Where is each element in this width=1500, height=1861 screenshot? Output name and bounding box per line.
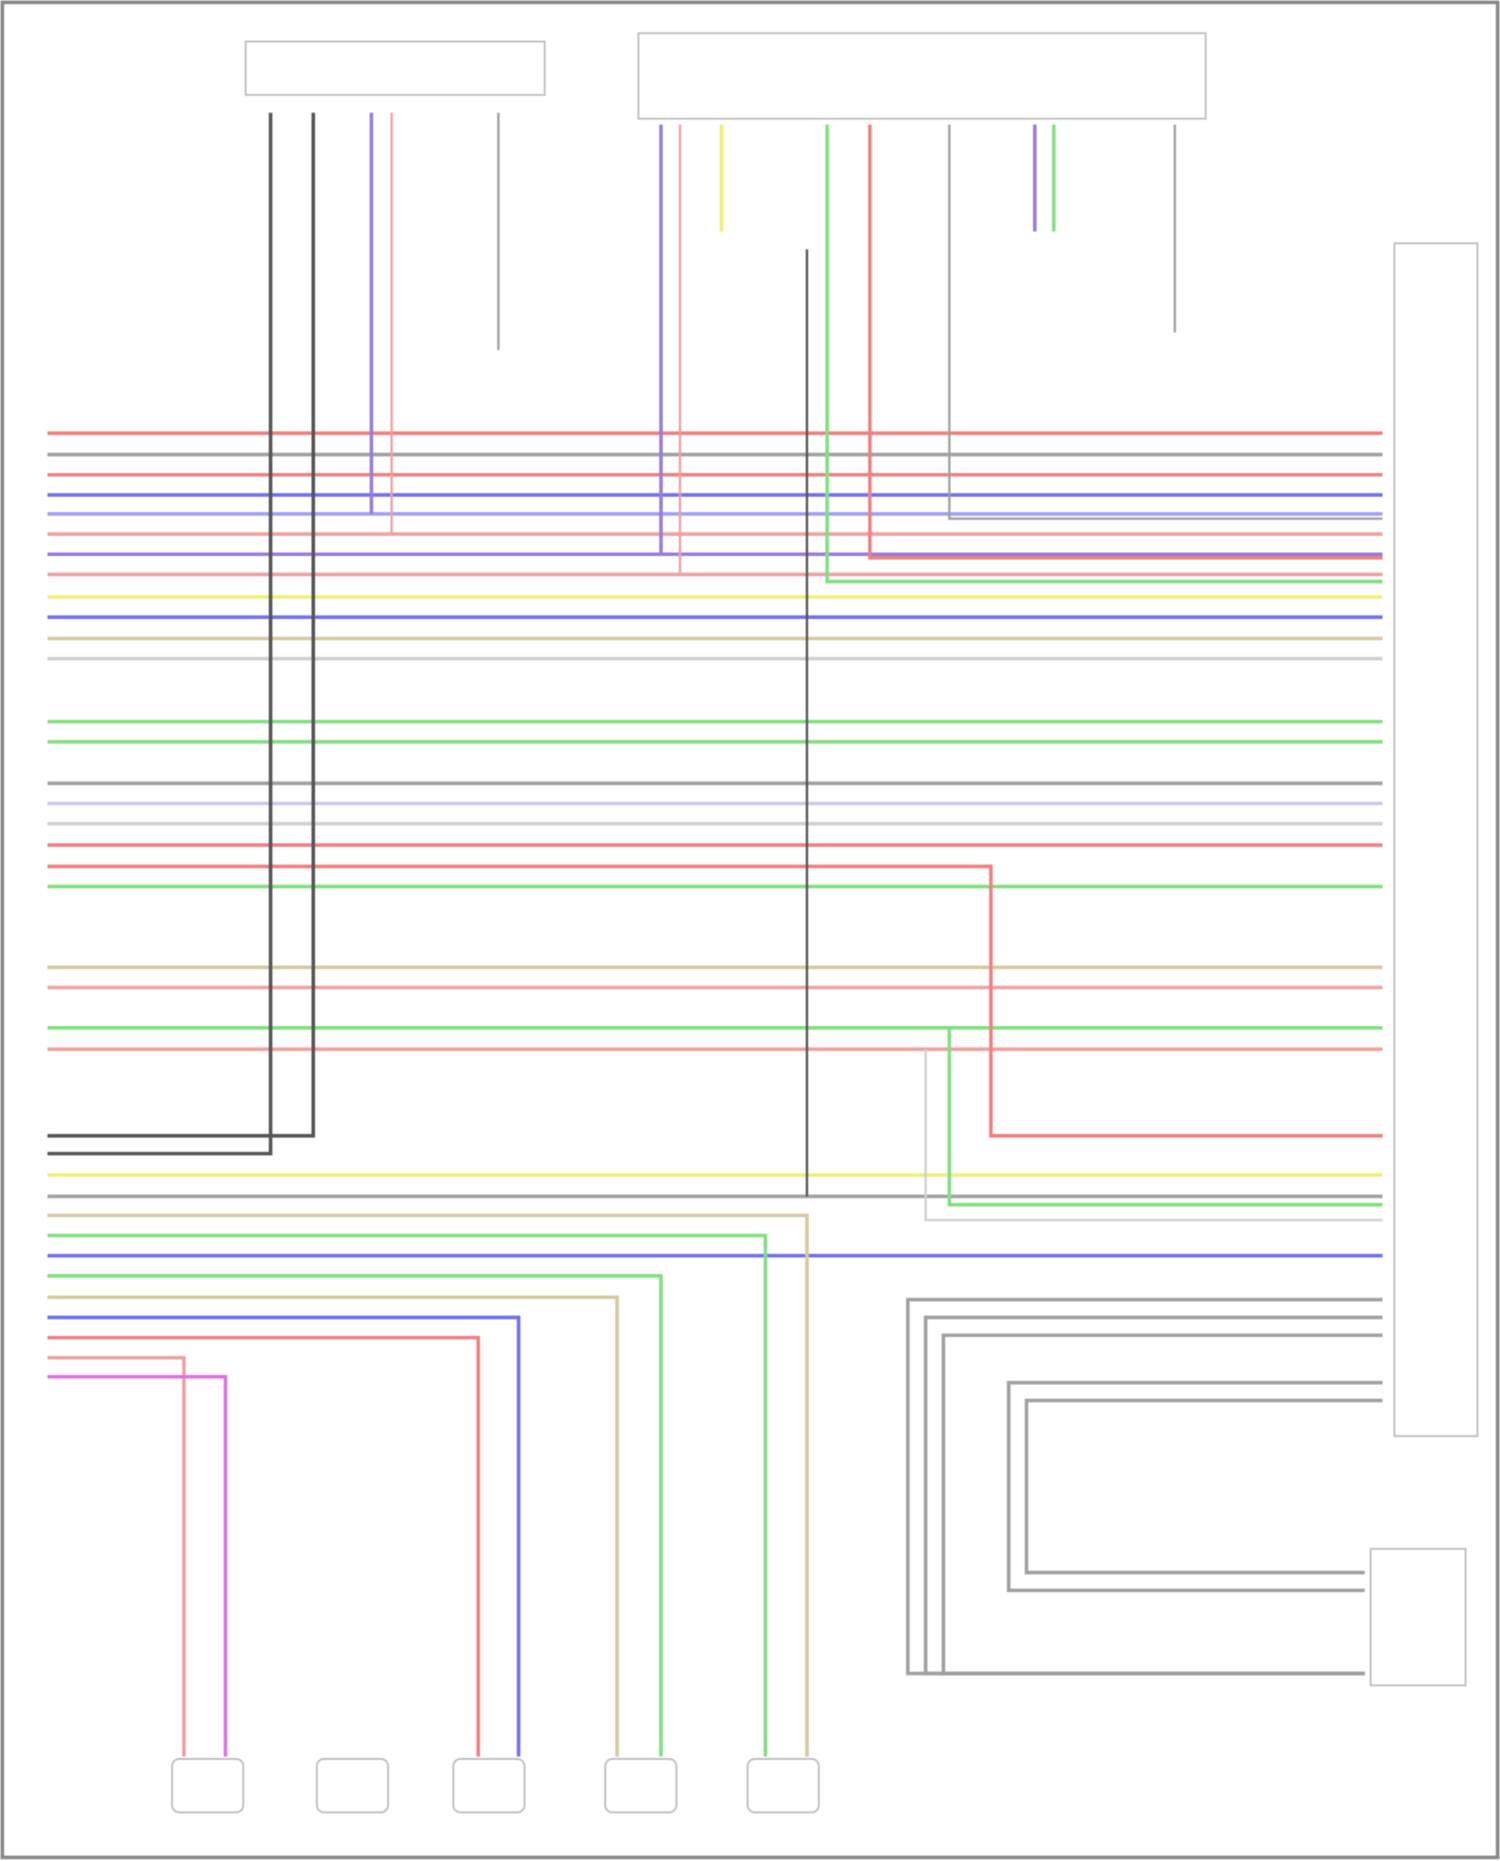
bus-wire bbox=[924, 1049, 1383, 1222]
top-left-module bbox=[244, 40, 546, 96]
right-connector-block bbox=[1393, 242, 1479, 1437]
harness-wire bbox=[1024, 1398, 1383, 1575]
top-center-module bbox=[637, 32, 1207, 120]
amplifier-module bbox=[1369, 1547, 1467, 1687]
wires bbox=[47, 112, 1383, 1757]
speaker-2 bbox=[315, 1758, 389, 1814]
speaker-wire bbox=[47, 1213, 809, 1757]
speaker-1 bbox=[171, 1758, 245, 1814]
bus-wire bbox=[47, 112, 273, 1156]
drop-wire bbox=[868, 124, 1383, 560]
speaker-wire bbox=[47, 1374, 228, 1757]
bus-wire bbox=[947, 1027, 1383, 1207]
speaker-wire bbox=[47, 1233, 768, 1757]
harness-wire bbox=[941, 1333, 1383, 1676]
speaker-5 bbox=[746, 1758, 820, 1814]
speaker-wire bbox=[47, 1335, 481, 1757]
speaker-4 bbox=[604, 1758, 678, 1814]
harness-wire bbox=[1006, 1380, 1383, 1593]
speakers bbox=[171, 1758, 820, 1814]
bus-wire bbox=[47, 112, 316, 1138]
drop-wire bbox=[948, 124, 1383, 520]
speaker-3 bbox=[452, 1758, 526, 1814]
speaker-wire bbox=[47, 1295, 619, 1757]
drop-wire bbox=[825, 124, 1383, 584]
speaker-wire bbox=[47, 1355, 186, 1757]
bus-wire bbox=[47, 864, 1383, 1138]
speaker-wire bbox=[47, 1274, 663, 1757]
harness-wire bbox=[923, 1315, 1383, 1676]
harness-wire bbox=[906, 1297, 1383, 1676]
speaker-wire bbox=[47, 1315, 521, 1757]
